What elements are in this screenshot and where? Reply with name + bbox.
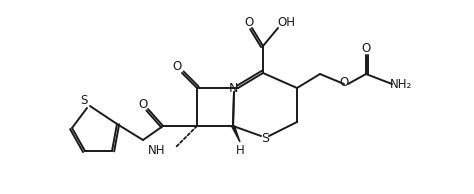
Text: O: O	[361, 42, 371, 55]
Text: O: O	[245, 16, 254, 29]
Text: OH: OH	[277, 16, 295, 29]
Text: S: S	[261, 132, 269, 145]
Text: NH: NH	[147, 144, 165, 157]
Text: NH₂: NH₂	[390, 77, 412, 90]
Text: N: N	[228, 81, 237, 94]
Text: S: S	[80, 94, 88, 107]
Polygon shape	[231, 126, 240, 142]
Text: O: O	[138, 98, 147, 111]
Text: O: O	[173, 61, 182, 74]
Text: H: H	[236, 144, 245, 157]
Text: O: O	[339, 76, 348, 89]
